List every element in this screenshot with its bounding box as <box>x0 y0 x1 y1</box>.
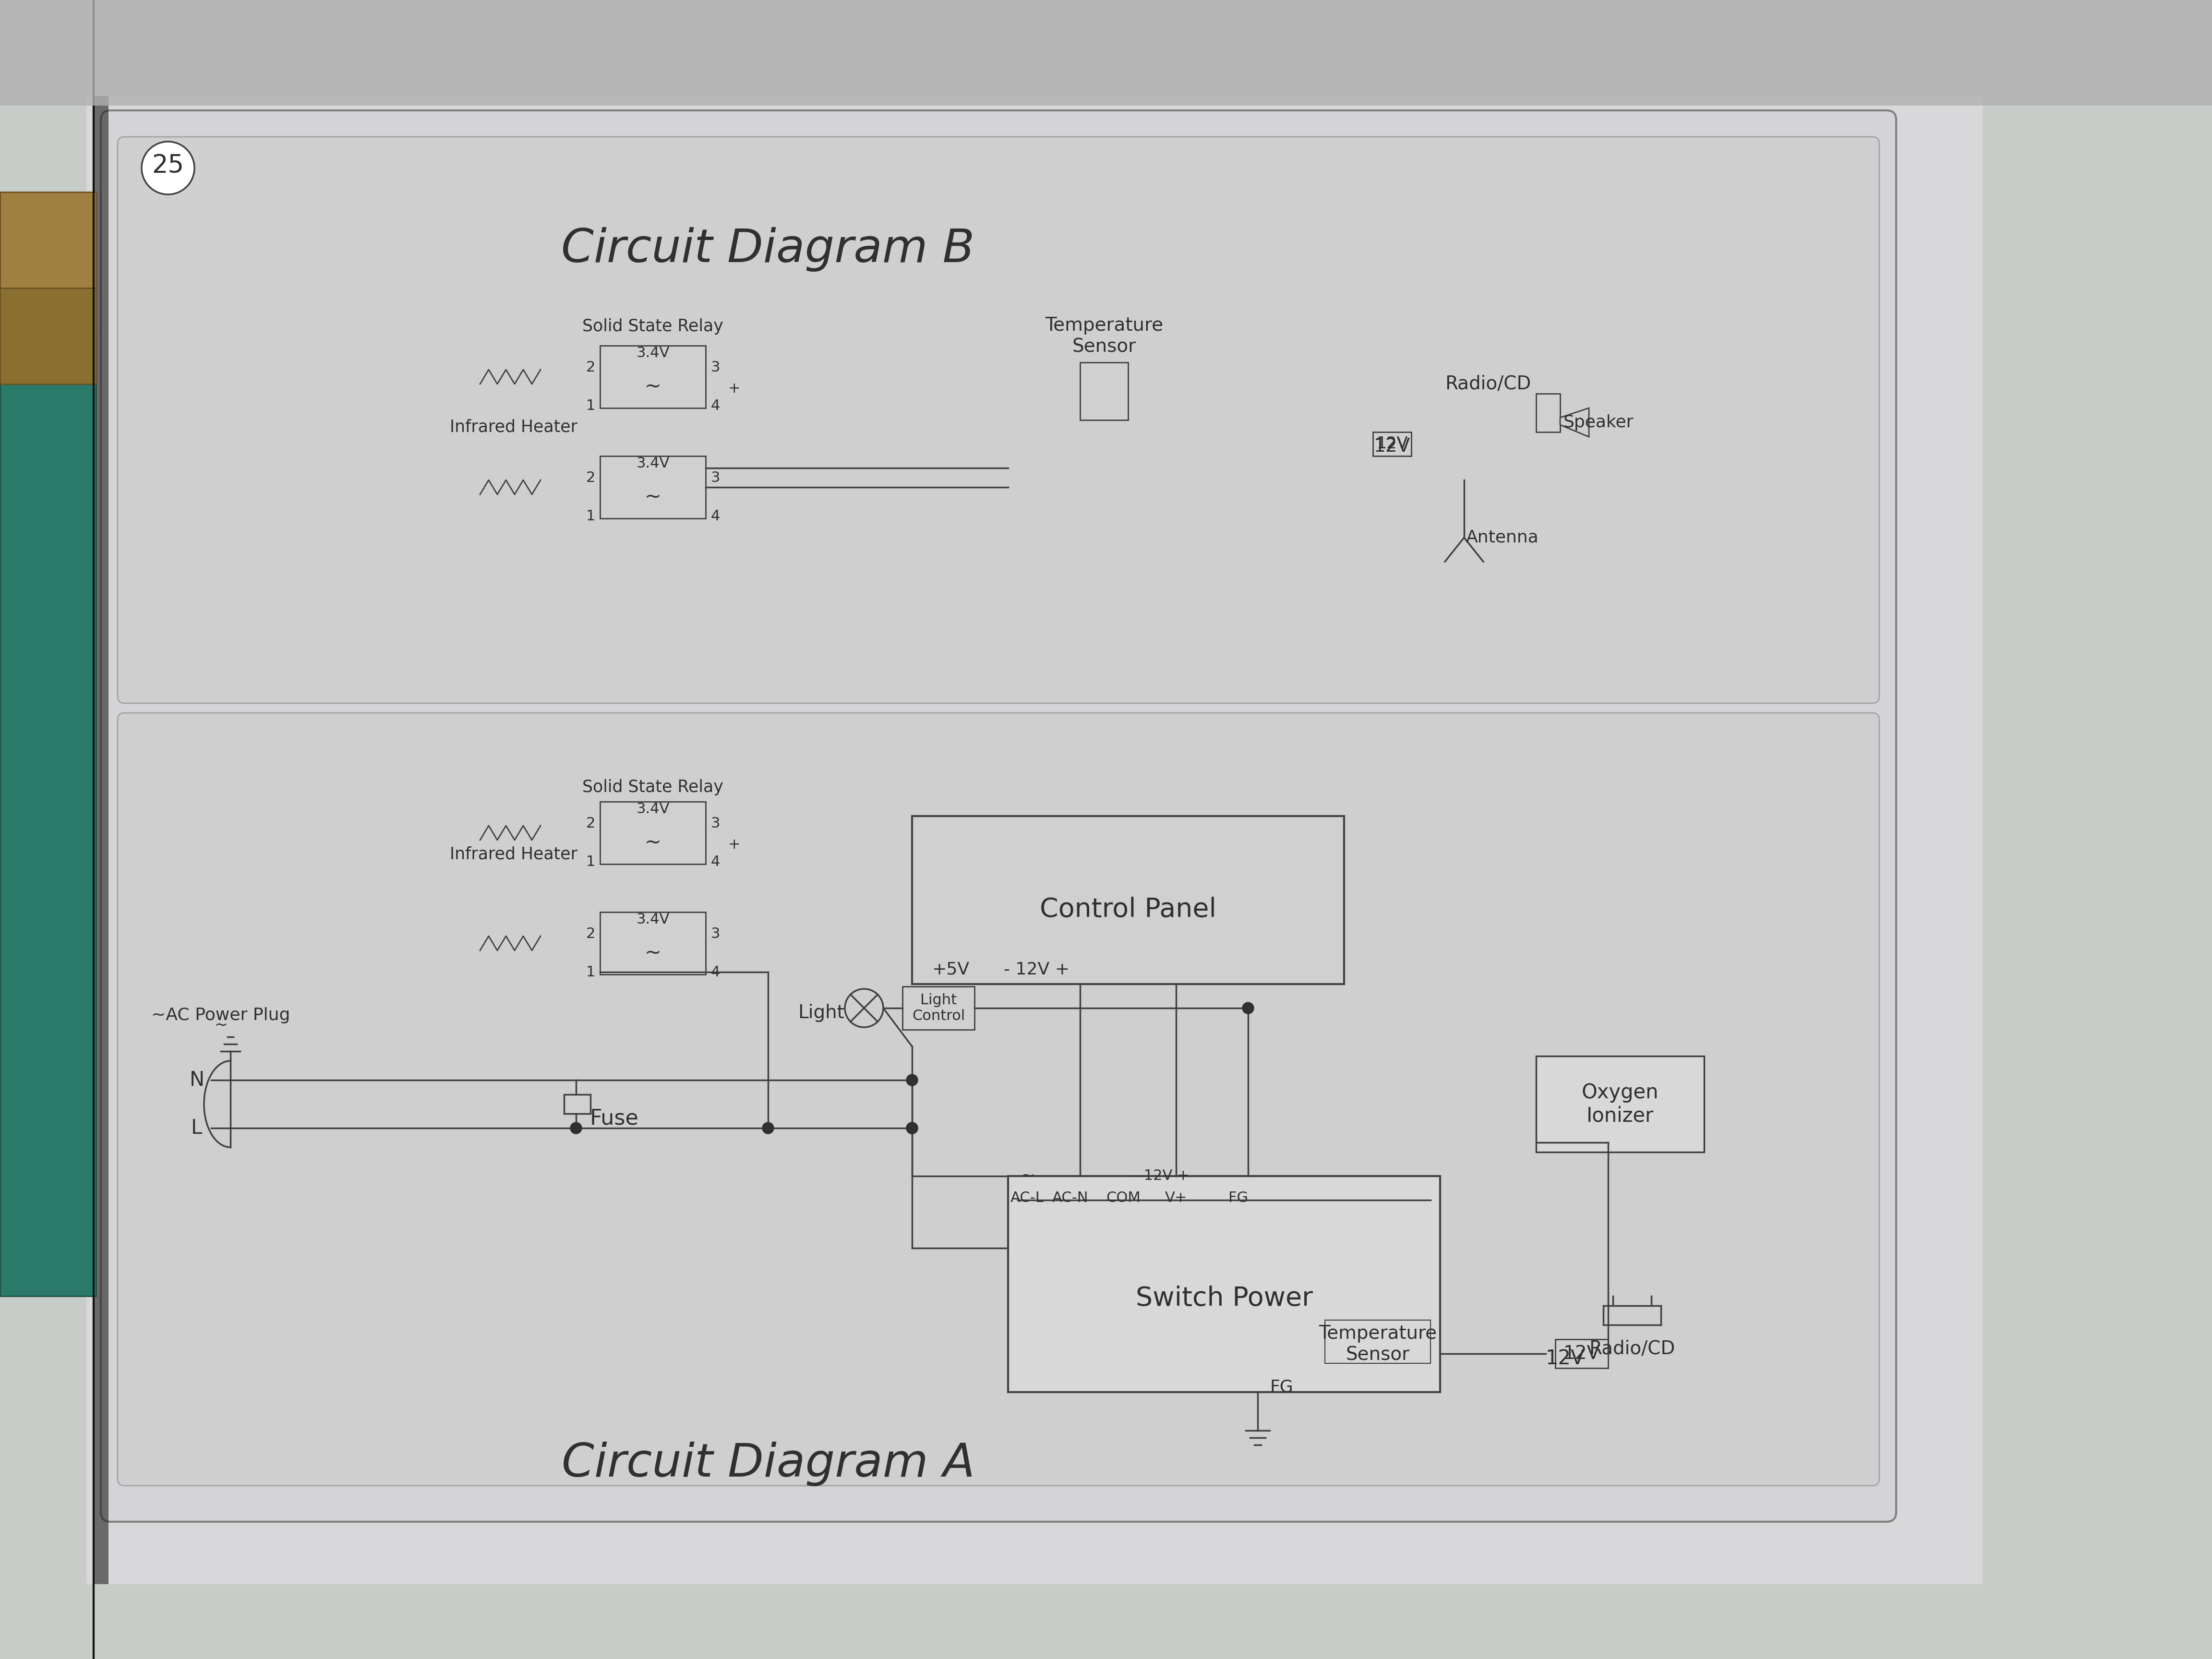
Text: Radio/CD: Radio/CD <box>1588 1340 1674 1359</box>
Circle shape <box>907 1075 918 1087</box>
Text: 12V: 12V <box>1546 1349 1584 1369</box>
Bar <box>1555 1339 1608 1369</box>
Text: ~: ~ <box>644 486 661 508</box>
Text: 12V: 12V <box>1374 438 1411 456</box>
Text: Light
Control: Light Control <box>911 994 964 1024</box>
Text: 4: 4 <box>710 509 719 523</box>
FancyBboxPatch shape <box>86 96 1982 1584</box>
Bar <box>1325 1321 1431 1364</box>
Text: 3.4V: 3.4V <box>637 456 670 469</box>
Circle shape <box>142 141 195 194</box>
Text: 4: 4 <box>710 398 719 413</box>
Bar <box>564 1095 591 1113</box>
Text: FG: FG <box>1228 1191 1248 1204</box>
Text: +5V: +5V <box>931 962 969 977</box>
Text: ~: ~ <box>644 377 661 397</box>
Text: Fuse: Fuse <box>591 1108 639 1128</box>
Text: N: N <box>190 1070 204 1090</box>
Text: 2: 2 <box>586 471 595 484</box>
Circle shape <box>907 1123 918 1133</box>
Bar <box>0 0 2212 106</box>
Text: Solid State Relay: Solid State Relay <box>582 319 723 335</box>
Text: Light: Light <box>799 1004 845 1022</box>
Text: 1: 1 <box>586 509 595 523</box>
Text: COM: COM <box>1106 1191 1141 1204</box>
Text: Infrared Heater: Infrared Heater <box>449 420 577 435</box>
Bar <box>0 337 95 1296</box>
Text: AC-L: AC-L <box>1011 1191 1044 1204</box>
Bar <box>1374 431 1411 456</box>
Text: V+: V+ <box>1166 1191 1188 1204</box>
Text: 3.4V: 3.4V <box>637 801 670 816</box>
Circle shape <box>1243 1002 1254 1014</box>
Text: 3: 3 <box>710 816 719 830</box>
Text: ~: ~ <box>215 1017 228 1034</box>
Bar <box>0 192 95 289</box>
Text: 1: 1 <box>586 398 595 413</box>
Bar <box>911 816 1345 984</box>
Bar <box>599 801 706 864</box>
Bar <box>1079 362 1128 420</box>
Text: Circuit Diagram A: Circuit Diagram A <box>562 1442 975 1486</box>
Text: FG: FG <box>1270 1379 1294 1395</box>
Text: 12V: 12V <box>1376 436 1407 451</box>
Text: ~: ~ <box>1020 1168 1035 1185</box>
Bar <box>0 289 95 383</box>
Text: 3: 3 <box>710 360 719 375</box>
Text: - 12V +: - 12V + <box>1004 962 1071 977</box>
Text: L: L <box>190 1118 201 1138</box>
Text: Solid State Relay: Solid State Relay <box>582 780 723 795</box>
Bar <box>599 912 706 974</box>
Text: ~: ~ <box>644 942 661 962</box>
Text: 25: 25 <box>153 153 184 178</box>
Bar <box>1535 1057 1703 1151</box>
Bar <box>599 456 706 518</box>
Text: 1: 1 <box>586 854 595 869</box>
FancyBboxPatch shape <box>102 111 1896 1521</box>
Text: ~AC Power Plug: ~AC Power Plug <box>150 1007 290 1024</box>
Text: ~: ~ <box>644 833 661 853</box>
Text: Control Panel: Control Panel <box>1040 898 1217 922</box>
Text: 2: 2 <box>586 927 595 941</box>
Text: +: + <box>728 838 741 851</box>
Text: Infrared Heater: Infrared Heater <box>449 846 577 863</box>
Text: Oxygen
Ionizer: Oxygen Ionizer <box>1582 1082 1659 1126</box>
Bar <box>599 345 706 408</box>
Text: 3: 3 <box>710 471 719 484</box>
Text: Temperature
Sensor: Temperature Sensor <box>1044 317 1164 355</box>
Text: Radio/CD: Radio/CD <box>1444 375 1531 393</box>
Text: 4: 4 <box>710 854 719 869</box>
FancyBboxPatch shape <box>117 713 1880 1486</box>
Bar <box>1535 393 1559 431</box>
Text: 12V: 12V <box>1564 1344 1599 1362</box>
Circle shape <box>763 1123 774 1133</box>
Text: 3: 3 <box>710 927 719 941</box>
Bar <box>902 987 975 1030</box>
Text: Antenna: Antenna <box>1467 529 1540 546</box>
Circle shape <box>907 1123 918 1133</box>
Text: 3.4V: 3.4V <box>637 345 670 360</box>
Text: 3.4V: 3.4V <box>637 912 670 926</box>
FancyBboxPatch shape <box>117 136 1880 703</box>
Polygon shape <box>1559 408 1588 436</box>
Bar <box>95 96 108 1584</box>
Text: Speaker: Speaker <box>1564 415 1635 431</box>
Text: 2: 2 <box>586 816 595 830</box>
Text: - 12V +: - 12V + <box>1135 1170 1190 1183</box>
Text: Circuit Diagram B: Circuit Diagram B <box>562 227 975 272</box>
Text: Switch Power: Switch Power <box>1135 1286 1312 1312</box>
Text: AC-N: AC-N <box>1053 1191 1088 1204</box>
Text: +: + <box>728 382 741 397</box>
Circle shape <box>571 1123 582 1133</box>
Text: 1: 1 <box>586 966 595 979</box>
Bar <box>1009 1176 1440 1392</box>
Text: 4: 4 <box>710 966 719 979</box>
Text: Temperature
Sensor: Temperature Sensor <box>1318 1324 1438 1364</box>
Text: 2: 2 <box>586 360 595 375</box>
